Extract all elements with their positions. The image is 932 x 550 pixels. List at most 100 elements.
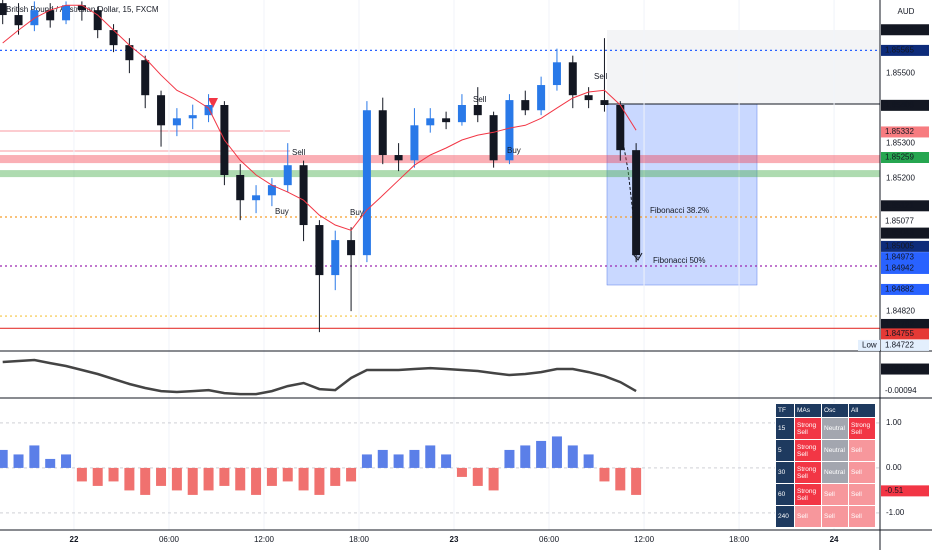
x-tick-label: 12:00 — [634, 535, 655, 544]
candle-body — [157, 95, 166, 126]
table-row: 30 Strong Sell Neutral Sell — [775, 461, 876, 484]
candle-body — [299, 165, 308, 226]
table-cell: Neutral — [821, 461, 849, 484]
price-label: -0.00094 — [885, 386, 917, 395]
candle-body — [141, 60, 150, 96]
histogram-bar — [314, 467, 325, 495]
price-label: 1.84882 — [885, 285, 914, 294]
table-row: 15 Strong Sell Neutral Strong Sell — [775, 417, 876, 440]
histogram-bar — [92, 467, 103, 486]
price-label-bg — [881, 252, 929, 264]
range-shade — [607, 30, 880, 104]
histogram-bar — [29, 445, 40, 468]
price-label-bg — [881, 24, 929, 36]
candle-body — [552, 62, 561, 86]
histogram-bar — [488, 467, 499, 491]
price-label-bg — [881, 262, 929, 274]
histogram-bar — [235, 467, 246, 491]
price-label: 1.85005 — [885, 242, 914, 251]
candle-body — [568, 62, 577, 96]
currency: AUD — [898, 7, 915, 16]
candle-body — [584, 95, 593, 101]
price-label: 1.85077 — [885, 216, 914, 225]
candle-body — [410, 125, 419, 161]
price-label-bg — [881, 485, 929, 497]
candle-body — [457, 105, 466, 123]
low-label-bg — [858, 339, 880, 351]
table-cell: 60 — [775, 483, 795, 506]
candle-body — [62, 5, 71, 21]
table-header-cell: MAs — [794, 403, 822, 418]
price-label-bg — [881, 99, 929, 111]
histogram-bar — [282, 467, 293, 482]
table-cell: Neutral — [821, 417, 849, 440]
price-label-bg — [881, 283, 929, 295]
histogram-bar — [156, 467, 167, 486]
price-label: 1.85121 — [885, 201, 914, 210]
annotation: Sell — [292, 148, 306, 157]
histogram-bar — [551, 436, 562, 468]
histogram-bar — [377, 449, 388, 468]
candle-body — [267, 185, 276, 196]
y-tick-label: 1.85200 — [886, 173, 915, 182]
x-tick-label: 18:00 — [349, 535, 370, 544]
candle-body — [315, 225, 324, 276]
table-cell: 5 — [775, 439, 795, 462]
histogram-bar — [520, 445, 531, 468]
price-label: 1.84973 — [885, 253, 914, 262]
table-cell: Sell — [848, 483, 876, 506]
candle-body — [537, 85, 546, 111]
candle-body — [616, 105, 625, 151]
histogram-bar — [171, 467, 182, 491]
candle-body — [172, 118, 181, 126]
table-cell: Sell — [821, 505, 849, 528]
sell-marker — [208, 98, 218, 108]
ratings-table: TF MAs Osc All 15 Strong Sell Neutral Strong Se… — [775, 403, 876, 528]
histogram-bar — [456, 467, 467, 477]
histogram-bar — [61, 454, 72, 468]
price-label-bg — [881, 328, 929, 340]
candle-body — [394, 155, 403, 161]
price-label: 1.85332 — [885, 127, 914, 136]
table-cell: Sell — [848, 505, 876, 528]
histogram-bar — [583, 454, 594, 468]
zone-band — [0, 170, 880, 178]
table-cell: Sell — [794, 505, 822, 528]
position-box — [606, 103, 758, 286]
candle-body — [378, 110, 387, 156]
candle-body — [283, 165, 292, 186]
histogram-bar — [441, 454, 452, 468]
price-label: 1.85624 — [885, 25, 914, 34]
table-row: 5 Strong Sell Neutral Sell — [775, 439, 876, 462]
candle-body — [236, 175, 245, 201]
table-cell: Sell — [848, 439, 876, 462]
candle-body — [632, 150, 641, 256]
x-tick-label: 18:00 — [729, 535, 750, 544]
candle-body — [125, 45, 134, 61]
annotation: Fibonacci 38.2% — [650, 206, 709, 215]
candle-body — [362, 110, 371, 256]
candle-body — [505, 100, 514, 161]
price-label-bg — [881, 44, 929, 56]
table-cell: Strong Sell — [794, 483, 822, 506]
price-label: 1.85408 — [885, 100, 914, 109]
candle-body — [521, 100, 530, 111]
candle-body — [252, 195, 261, 201]
arrow-head — [632, 252, 643, 261]
histogram-bar — [0, 449, 8, 468]
candle-body — [442, 118, 451, 123]
price-label: 1.84942 — [885, 264, 914, 273]
candle-body — [14, 15, 23, 26]
candle-body — [109, 30, 118, 46]
annotation: Buy — [275, 207, 289, 216]
price-label: 1.85043 — [885, 228, 914, 237]
candle-body — [188, 115, 197, 119]
candle-body — [426, 118, 435, 126]
y-tick-label: 0.00 — [886, 463, 902, 472]
price-label: 1.84722 — [885, 341, 914, 350]
y-tick-label: 1.84820 — [886, 306, 915, 315]
price-label: 1.84782 — [885, 320, 914, 329]
histogram-bar — [567, 445, 578, 468]
